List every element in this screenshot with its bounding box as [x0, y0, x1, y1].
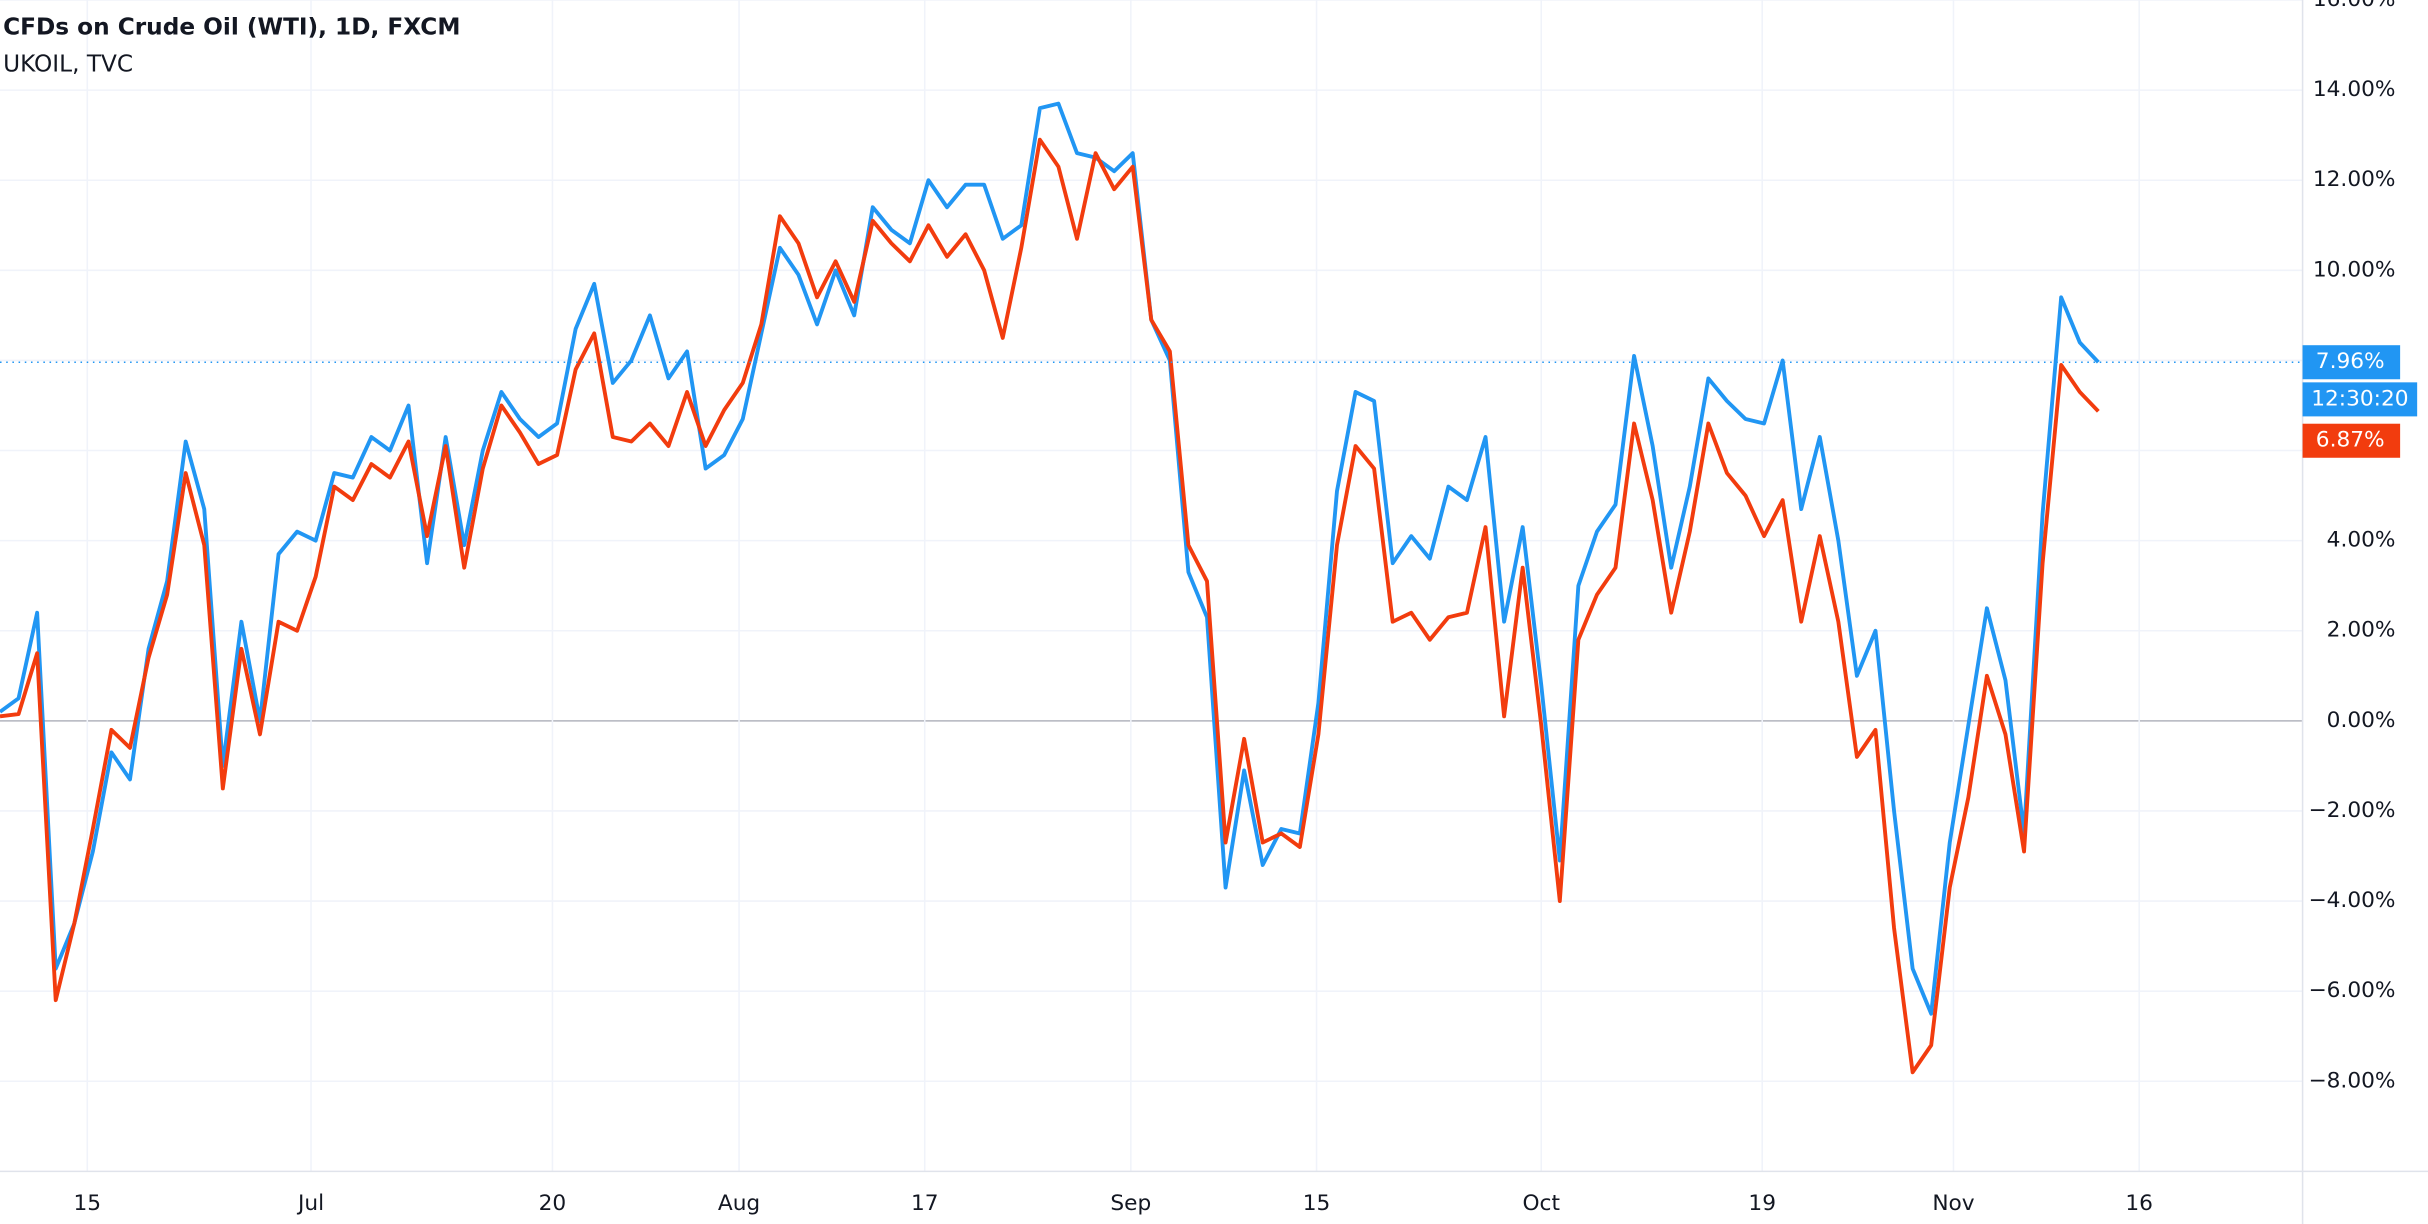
y-tick-label: 0.00%: [2327, 708, 2396, 733]
x-tick-label: 16: [2125, 1191, 2153, 1216]
countdown: 12:30:20: [2311, 386, 2408, 411]
chart-title: CFDs on Crude Oil (WTI), 1D, FXCM: [3, 13, 460, 40]
y-tick-label: −6.00%: [2308, 978, 2395, 1003]
x-tick-label: 17: [911, 1191, 939, 1216]
y-tick-label: −2.00%: [2308, 798, 2395, 823]
last-value-box: [2302, 345, 2401, 380]
y-tick-label: 10.00%: [2313, 257, 2396, 282]
x-tick-label: Nov: [1932, 1191, 1974, 1216]
x-tick-label: 20: [539, 1191, 567, 1216]
x-tick-label: 19: [1748, 1191, 1776, 1216]
y-tick-label: 14.00%: [2313, 77, 2396, 102]
x-tick-label: Jul: [296, 1191, 324, 1216]
x-tick-label: Aug: [718, 1191, 760, 1216]
last-value-box: [2302, 423, 2401, 458]
last-value-label: 6.87%: [2316, 428, 2385, 453]
series-line: [0, 101, 2100, 1016]
chart-subtitle: UKOIL, TVC: [3, 50, 133, 77]
y-tick-label: 12.00%: [2313, 167, 2396, 192]
y-tick-label: −4.00%: [2308, 888, 2395, 913]
y-tick-label: −8.00%: [2308, 1068, 2395, 1093]
last-value-label: 7.96%: [2316, 349, 2385, 374]
countdown-box: [2302, 382, 2418, 417]
series-line: [0, 137, 2100, 1075]
y-tick-label: 2.00%: [2327, 618, 2396, 643]
y-tick-label: 16.00%: [2313, 0, 2396, 12]
x-tick-label: 15: [73, 1191, 101, 1216]
x-tick-label: 15: [1303, 1191, 1331, 1216]
x-tick-label: Oct: [1523, 1191, 1560, 1216]
x-tick-label: Sep: [1110, 1191, 1151, 1216]
y-tick-label: 4.00%: [2327, 528, 2396, 553]
